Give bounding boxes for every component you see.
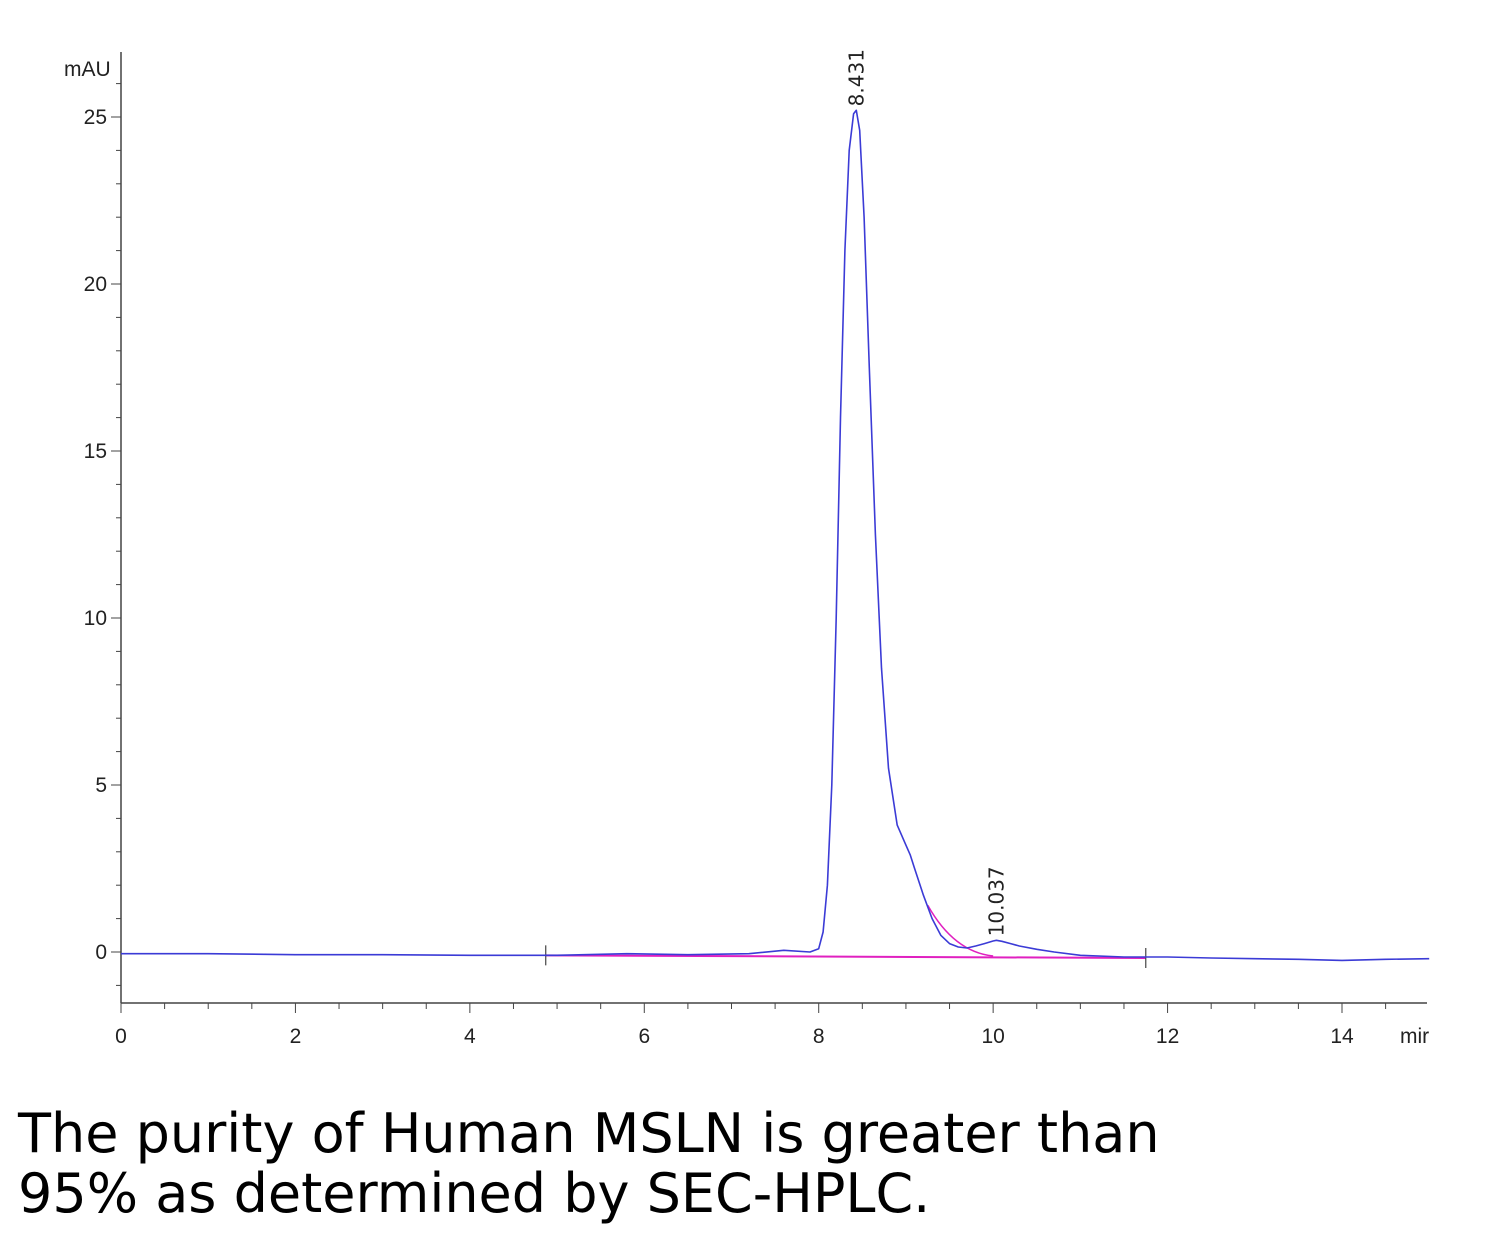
peak-label: 10.037 xyxy=(984,866,1008,936)
y-axis: 0 5 10 15 20 25 mAU xyxy=(64,52,122,1003)
y-tick-label: 5 xyxy=(95,774,107,797)
integration-baseline xyxy=(545,904,1147,969)
x-axis-unit-label: mir xyxy=(1400,1025,1429,1048)
x-axis: 0 2 4 6 8 10 12 14 mir xyxy=(115,1002,1429,1048)
caption: The purity of Human MSLN is greater than… xyxy=(18,1104,1418,1224)
x-tick-label: 8 xyxy=(813,1025,825,1048)
integration-baseline-line xyxy=(545,954,1146,960)
peak-label: 8.431 xyxy=(844,49,868,106)
y-tick-label: 15 xyxy=(84,440,107,463)
caption-line-1: The purity of Human MSLN is greater than xyxy=(18,1102,1160,1165)
y-tick-label: 0 xyxy=(95,941,107,964)
y-tick-label: 25 xyxy=(84,106,107,129)
x-tick-label: 14 xyxy=(1330,1025,1354,1048)
x-tick-label: 0 xyxy=(115,1025,127,1048)
caption-line-2: 95% as determined by SEC-HPLC. xyxy=(18,1162,931,1225)
x-tick-label: 2 xyxy=(290,1025,302,1048)
chromatogram-trace xyxy=(121,109,1430,962)
peak-split-curve xyxy=(927,904,994,957)
chromatogram-chart: 0 5 10 15 20 25 mAU 0 2 4 6 8 10 12 14 mir 8.431 10.037 xyxy=(64,49,1430,1048)
y-tick-label: 20 xyxy=(84,273,107,296)
x-tick-label: 4 xyxy=(464,1025,476,1048)
series-line xyxy=(121,109,1430,962)
x-tick-label: 6 xyxy=(638,1025,650,1048)
peak-labels: 8.431 10.037 xyxy=(844,49,1008,936)
y-tick-label: 10 xyxy=(84,607,107,630)
x-tick-label: 12 xyxy=(1156,1025,1179,1048)
x-tick-label: 10 xyxy=(981,1025,1004,1048)
y-axis-unit-label: mAU xyxy=(64,58,111,81)
